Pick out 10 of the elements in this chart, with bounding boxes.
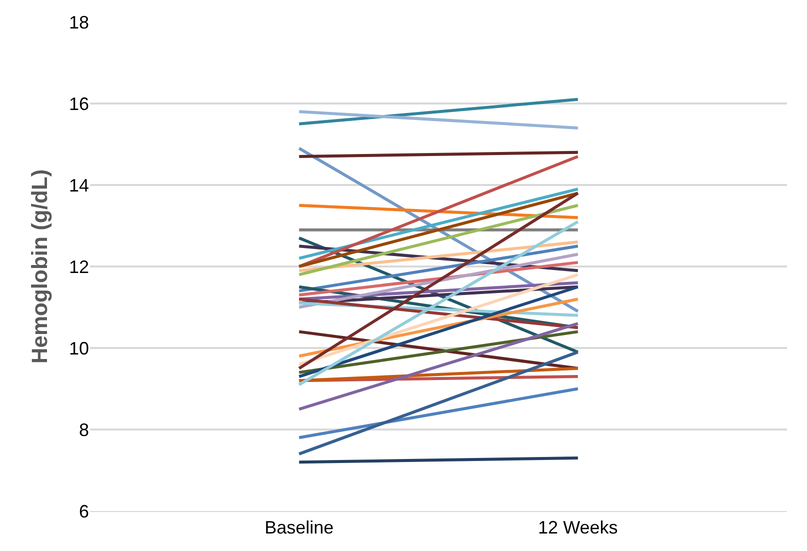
x-tick-label: 12 Weeks	[538, 518, 618, 538]
y-tick-label: 16	[68, 94, 89, 114]
y-tick-label: 8	[78, 420, 89, 440]
y-tick-label: 6	[78, 501, 89, 522]
y-tick-label: 18	[68, 12, 89, 32]
x-tick-label: Baseline	[264, 518, 334, 538]
y-tick-label: 12	[68, 256, 89, 277]
y-tick-label: 14	[68, 175, 89, 196]
y-tick-label: 10	[68, 338, 89, 358]
y-axis-title: Hemoglobin (g/dL)	[26, 169, 52, 364]
